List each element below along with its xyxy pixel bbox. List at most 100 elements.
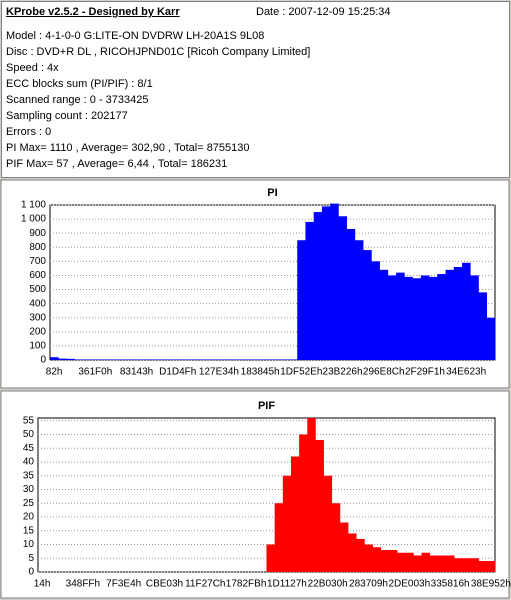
x-tick-label: CBE03h	[146, 579, 183, 590]
bar	[274, 503, 284, 572]
bar	[405, 552, 414, 572]
x-tick-label: 283709h	[349, 579, 388, 590]
bar	[91, 359, 100, 360]
date: Date : 2007-12-09 15:25:34	[256, 6, 391, 18]
bar	[421, 552, 431, 572]
x-tick-label: 296E8Ch	[363, 367, 405, 378]
x-tick-label: 335816h	[431, 579, 470, 590]
bar	[264, 359, 273, 360]
bar	[354, 240, 364, 360]
y-tick-label: 45	[23, 443, 35, 454]
bar	[288, 359, 298, 360]
bar	[305, 221, 315, 360]
x-tick-label: D1D4Fh	[159, 367, 196, 378]
y-tick-label: 200	[29, 326, 46, 337]
bar	[247, 359, 257, 360]
bar	[323, 475, 333, 572]
x-tick-label: 11F27Ch	[185, 579, 225, 590]
bar	[313, 212, 323, 360]
bar	[321, 206, 331, 360]
bar	[356, 539, 365, 572]
x-tick-label: 348FFh	[66, 579, 100, 590]
bar	[364, 544, 373, 572]
bar	[404, 276, 413, 360]
bar	[372, 547, 382, 572]
bar	[429, 555, 439, 572]
x-tick-label: 1782FBh	[226, 579, 267, 590]
bar	[380, 550, 390, 572]
bar	[132, 359, 141, 360]
info-line: ECC blocks sum (PI/PIF) : 8/1	[6, 78, 153, 90]
bar	[223, 359, 232, 360]
y-tick-label: 50	[23, 429, 35, 440]
y-tick-label: 0	[28, 567, 34, 578]
bar	[173, 359, 183, 360]
bar	[420, 275, 430, 360]
y-tick-label: 40	[23, 457, 35, 468]
y-tick-label: 0	[40, 355, 46, 366]
bar	[165, 359, 174, 360]
info-line: Scanned range : 0 - 3733425	[6, 94, 149, 106]
bar	[331, 503, 341, 572]
bar	[470, 275, 479, 360]
x-tick-label: 1DF52Eh	[280, 367, 322, 378]
bar	[470, 558, 479, 572]
bar	[387, 275, 397, 360]
bar	[307, 418, 316, 572]
bar	[140, 359, 150, 360]
bar	[338, 216, 347, 360]
bar	[107, 359, 117, 360]
bar	[82, 359, 92, 360]
bar	[115, 359, 125, 360]
info-line: Disc : DVD+R DL , RICOHJPND01C [Ricoh Co…	[6, 46, 311, 58]
info-line: Sampling count : 202177	[6, 110, 128, 122]
y-tick-label: 20	[23, 512, 35, 523]
x-tick-label: 83143h	[120, 367, 153, 378]
x-tick-label: 183845h	[241, 367, 280, 378]
info-line: Speed : 4x	[6, 62, 59, 74]
bar	[348, 533, 357, 572]
bar	[50, 357, 59, 360]
bar	[388, 550, 398, 572]
bar	[239, 359, 249, 360]
info-panel: KProbe v2.5.2 - Designed by Karr Date : …	[1, 1, 510, 178]
bar	[486, 317, 496, 360]
y-tick-label: 1 100	[21, 200, 46, 211]
info-line: PI Max= 1110 , Average= 302,90 , Total= …	[6, 142, 250, 154]
bar	[315, 440, 324, 572]
bar	[437, 555, 447, 572]
bar	[299, 434, 308, 572]
bar	[379, 269, 389, 360]
bar	[74, 359, 84, 360]
info-line: Model : 4-1-0-0 G:LITE-ON DVDRW LH-20A1S…	[6, 30, 265, 42]
bar	[346, 228, 356, 360]
x-tick-label: 38E952h	[471, 579, 511, 590]
bar	[124, 359, 133, 360]
bar	[462, 558, 471, 572]
bar	[190, 359, 199, 360]
y-tick-label: 5	[28, 553, 34, 564]
app-title: KProbe v2.5.2 - Designed by Karr	[6, 6, 180, 18]
y-tick-label: 25	[23, 498, 35, 509]
chart-title: PIF	[258, 400, 275, 412]
bar	[396, 272, 405, 360]
y-tick-label: 15	[23, 525, 35, 536]
y-tick-label: 700	[29, 256, 46, 267]
y-tick-label: 100	[29, 341, 46, 352]
bar	[231, 359, 240, 360]
y-tick-label: 10	[23, 539, 35, 550]
x-tick-label: 23B226h	[323, 367, 363, 378]
bar	[66, 358, 76, 360]
bar	[330, 203, 339, 360]
y-tick-label: 600	[29, 270, 46, 281]
bar	[371, 261, 380, 360]
info-line: PIF Max= 57 , Average= 6,44 , Total= 186…	[6, 158, 228, 170]
bar	[272, 359, 282, 360]
y-tick-label: 400	[29, 298, 46, 309]
bar	[437, 274, 446, 360]
x-tick-label: 2DE003h	[388, 579, 430, 590]
y-tick-label: 800	[29, 242, 46, 253]
bar	[198, 359, 207, 360]
